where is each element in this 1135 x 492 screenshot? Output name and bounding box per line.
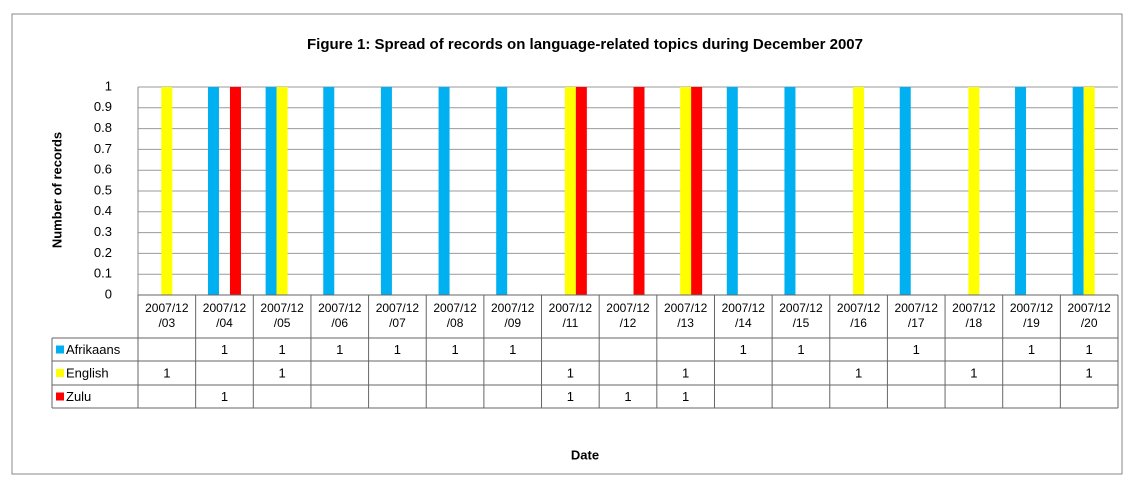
x-tick-label: 2007/12/18 [952, 301, 996, 330]
bar [1015, 87, 1027, 295]
bar [207, 87, 219, 295]
legend-label: English [66, 365, 109, 380]
table-value: 1 [221, 389, 228, 404]
x-tick-label: 2007/12/04 [203, 301, 247, 330]
table-value: 1 [1028, 342, 1035, 357]
table-value: 1 [279, 365, 286, 380]
table-value: 1 [567, 389, 574, 404]
table-value: 1 [682, 365, 689, 380]
bar [229, 87, 241, 295]
x-tick-label: 2007/12/14 [722, 301, 766, 330]
bar [380, 87, 392, 295]
table-value: 1 [336, 342, 343, 357]
y-tick-label: 0.2 [94, 245, 112, 260]
bar [633, 87, 645, 295]
bar [564, 87, 576, 295]
y-tick-label: 0 [105, 286, 112, 301]
x-tick-label: 2007/12/12 [606, 301, 650, 330]
bar [438, 87, 450, 295]
x-tick-label: 2007/12/19 [1010, 301, 1054, 330]
table-value: 1 [509, 342, 516, 357]
y-tick-label: 0.6 [94, 162, 112, 177]
bar [1072, 87, 1084, 295]
x-tick-label: 2007/12/08 [433, 301, 477, 330]
y-tick-label: 0.5 [94, 182, 112, 197]
bar [968, 87, 980, 295]
x-tick-label: 2007/12/16 [837, 301, 881, 330]
table-value: 1 [624, 389, 631, 404]
bar [680, 87, 692, 295]
bar [691, 87, 703, 295]
table-value: 1 [221, 342, 228, 357]
bar [853, 87, 865, 295]
table-value: 1 [451, 342, 458, 357]
bar [265, 87, 277, 295]
y-tick-label: 0.4 [94, 203, 112, 218]
bar [1083, 87, 1095, 295]
table-value: 1 [797, 342, 804, 357]
chart-title: Figure 1: Spread of records on language-… [307, 36, 863, 53]
x-tick-label: 2007/12/20 [1067, 301, 1111, 330]
bar [575, 87, 587, 295]
y-tick-label: 0.3 [94, 224, 112, 239]
table-value: 1 [682, 389, 689, 404]
x-tick-label: 2007/12/07 [376, 301, 420, 330]
table-value: 1 [970, 365, 977, 380]
y-tick-label: 0.1 [94, 266, 112, 281]
x-tick-label: 2007/12/15 [779, 301, 823, 330]
x-axis-label: Date [571, 447, 599, 462]
table-value: 1 [740, 342, 747, 357]
legend-swatch [56, 392, 64, 401]
x-tick-label: 2007/12/03 [145, 301, 189, 330]
x-tick-label: 2007/12/09 [491, 301, 535, 330]
y-tick-label: 0.7 [94, 141, 112, 156]
bar [784, 87, 796, 295]
y-axis-label: Number of records [49, 132, 64, 248]
table-value: 1 [913, 342, 920, 357]
x-tick-label: 2007/12/13 [664, 301, 708, 330]
table-value: 1 [1086, 365, 1093, 380]
legend-label: Zulu [66, 389, 91, 404]
table-value: 1 [567, 365, 574, 380]
y-tick-label: 0.9 [94, 99, 112, 114]
table-value: 1 [1086, 342, 1093, 357]
bar [726, 87, 738, 295]
x-tick-label: 2007/12/06 [318, 301, 362, 330]
bar [161, 87, 173, 295]
x-tick-label: 2007/12/05 [260, 301, 304, 330]
legend-label: Afrikaans [66, 342, 121, 357]
legend-swatch [56, 345, 64, 354]
x-tick-label: 2007/12/17 [895, 301, 939, 330]
bar [276, 87, 288, 295]
y-tick-label: 1 [105, 78, 112, 93]
x-tick-label: 2007/12/11 [549, 301, 593, 330]
table-value: 1 [394, 342, 401, 357]
bar [899, 87, 911, 295]
table-value: 1 [163, 365, 170, 380]
bar [496, 87, 508, 295]
table-value: 1 [279, 342, 286, 357]
legend-swatch [56, 369, 64, 377]
y-tick-label: 0.8 [94, 120, 112, 135]
table-value: 1 [855, 365, 862, 380]
bar [323, 87, 335, 295]
